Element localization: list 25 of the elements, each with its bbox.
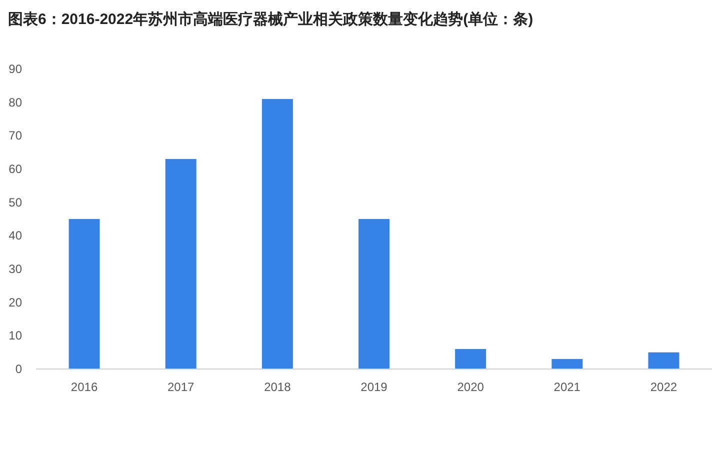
x-tick-label: 2018: [264, 380, 292, 394]
x-tick-label: 2020: [457, 380, 484, 394]
bar: [165, 159, 196, 369]
y-tick-label: 60: [8, 162, 22, 176]
y-tick-label: 20: [8, 295, 22, 310]
x-tick-label: 2021: [554, 380, 581, 394]
bar: [68, 219, 100, 369]
x-tick-label: 2017: [168, 380, 195, 394]
y-tick-label: 90: [8, 62, 22, 76]
y-tick-label: 50: [8, 195, 22, 210]
y-tick-label: 80: [8, 95, 22, 110]
bar: [358, 219, 390, 369]
chart-title: 图表6：2016-2022年苏州市高端医疗器械产业相关政策数量变化趋势(单位：条): [8, 10, 534, 28]
y-tick-label: 10: [8, 328, 22, 343]
y-tick-label: 0: [15, 362, 22, 376]
y-tick-label: 70: [8, 128, 22, 143]
bar: [455, 349, 486, 369]
y-tick-label: 30: [8, 262, 22, 276]
x-tick-label: 2022: [650, 380, 678, 394]
x-tick-label: 2019: [360, 380, 388, 394]
x-tick-label: 2016: [70, 380, 98, 394]
bar: [552, 359, 583, 369]
bar: [262, 99, 293, 369]
bar: [648, 352, 680, 369]
y-tick-label: 40: [8, 228, 22, 243]
